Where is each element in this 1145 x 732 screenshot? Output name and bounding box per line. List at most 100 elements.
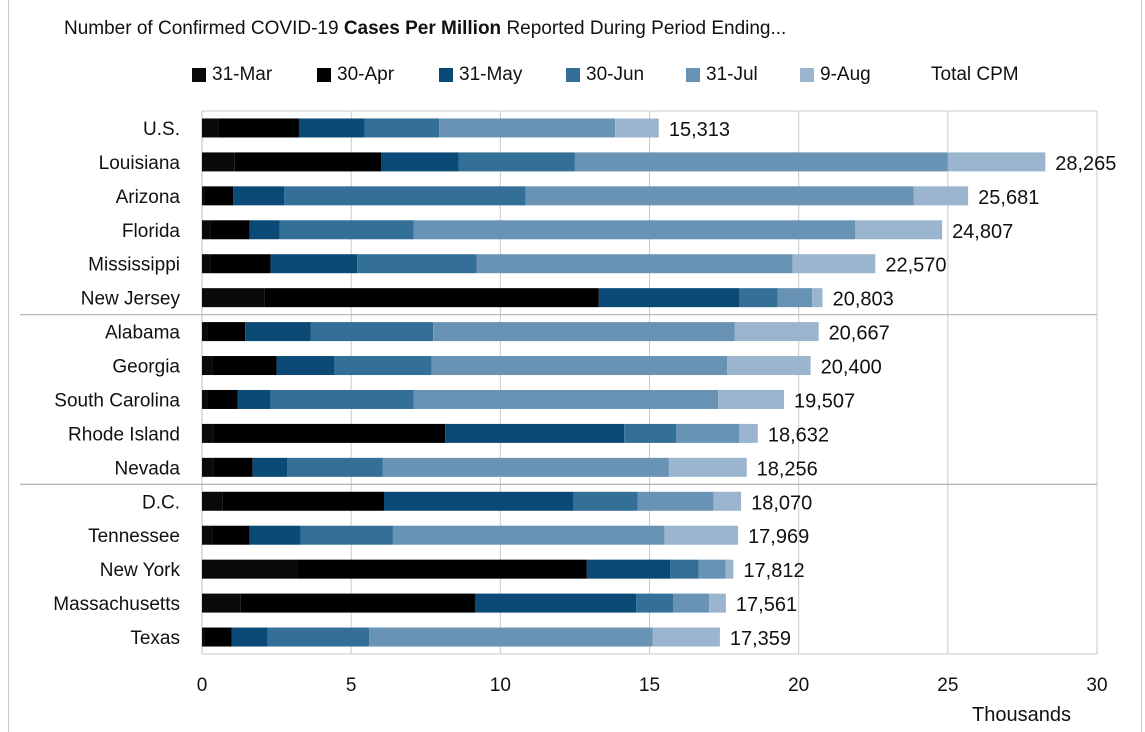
bar-9-aug [855, 220, 943, 240]
total-label: 17,812 [743, 560, 804, 582]
legend-label: 31-Jul [706, 64, 758, 85]
category-label: Florida [122, 221, 181, 242]
bar-31-may [233, 186, 285, 206]
bar-9-aug [713, 491, 742, 511]
legend-swatch [317, 68, 331, 82]
bar-30-apr [222, 491, 384, 511]
bar-31-mar [202, 627, 205, 647]
total-label: 22,570 [885, 255, 946, 277]
total-label: 19,507 [794, 390, 855, 412]
category-label: U.S. [143, 119, 180, 140]
bar-30-jun [300, 525, 393, 545]
title-part-2: Reported During Period Ending... [501, 18, 787, 39]
bar-30-jun [573, 491, 638, 511]
bar-30-jun [739, 288, 778, 308]
bar-31-mar [202, 322, 208, 342]
total-label: 20,803 [833, 289, 894, 311]
bar-31-mar [202, 525, 213, 545]
bar-31-mar [202, 220, 211, 240]
bar-30-apr [207, 322, 246, 342]
bar-30-apr [207, 389, 238, 409]
bar-31-may [276, 356, 335, 376]
bar-30-jun [364, 118, 440, 138]
total-label: 17,359 [730, 628, 791, 650]
bar-30-apr [204, 627, 232, 647]
legend-swatch [800, 68, 814, 82]
bar-31-jul [413, 220, 856, 240]
legend-label: 31-May [459, 64, 523, 85]
bar-9-aug [739, 423, 758, 443]
total-label: 20,400 [821, 357, 882, 379]
title-part-1: Cases Per Million [343, 18, 502, 39]
bar-30-jun [670, 559, 699, 579]
bar-30-apr [210, 254, 271, 274]
x-tick-label: 0 [197, 675, 208, 696]
total-label: 20,667 [829, 323, 890, 345]
category-label: Louisiana [99, 153, 181, 174]
chart-frame [8, 0, 1142, 732]
x-unit-label: Thousands [972, 704, 1071, 726]
bar-31-may [474, 593, 637, 613]
legend-label: 9-Aug [820, 64, 871, 85]
bar-30-jun [357, 254, 477, 274]
total-label: 18,632 [768, 424, 829, 446]
bar-31-jul [431, 356, 728, 376]
bar-31-may [445, 423, 625, 443]
total-label: 17,561 [736, 594, 797, 616]
bar-31-jul [439, 118, 616, 138]
bar-31-may [252, 457, 288, 477]
legend-label: 30-Apr [337, 64, 395, 85]
bar-30-jun [310, 322, 434, 342]
total-label: 18,070 [751, 492, 812, 514]
bar-31-may [586, 559, 671, 579]
bar-30-apr [218, 118, 299, 138]
bar-31-mar [202, 593, 241, 613]
category-label: Georgia [112, 357, 180, 378]
bar-31-mar [202, 457, 214, 477]
bar-31-mar [202, 254, 211, 274]
legend-total-cpm: Total CPM [931, 64, 1019, 85]
total-label: 18,256 [757, 458, 818, 480]
category-label: Massachusetts [53, 594, 180, 615]
bar-31-mar [202, 152, 235, 172]
bar-9-aug [812, 288, 823, 308]
total-label: 24,807 [952, 221, 1013, 243]
bar-9-aug [718, 389, 785, 409]
bar-30-apr [212, 356, 277, 376]
bar-31-may [383, 491, 574, 511]
total-label: 17,969 [748, 526, 809, 548]
bar-31-may [598, 288, 739, 308]
bar-30-jun [270, 389, 414, 409]
bar-9-aug [668, 457, 747, 477]
legend-swatch [686, 68, 700, 82]
category-label: New York [100, 560, 181, 581]
legend-item-31-mar: 31-Mar [192, 64, 272, 86]
x-tick-label: 5 [346, 675, 357, 696]
bar-31-may [381, 152, 459, 172]
category-label: D.C. [142, 492, 180, 513]
category-label: Texas [130, 628, 180, 649]
bar-31-may [298, 118, 365, 138]
category-label: Alabama [105, 323, 180, 344]
category-label: South Carolina [54, 390, 180, 411]
legend-item-30-apr: 30-Apr [317, 64, 394, 86]
bar-31-jul [369, 627, 653, 647]
bar-30-jun [279, 220, 414, 240]
bar-31-jul [676, 423, 739, 443]
bar-31-may [237, 389, 271, 409]
bar-30-apr [234, 152, 381, 172]
bar-9-aug [664, 525, 739, 545]
x-tick-label: 20 [788, 675, 809, 696]
bar-31-mar [202, 118, 219, 138]
bar-30-jun [458, 152, 575, 172]
bar-31-jul [476, 254, 793, 274]
bar-30-apr [204, 186, 234, 206]
bar-9-aug [709, 593, 726, 613]
bar-9-aug [734, 322, 819, 342]
legend-item-31-jul: 31-Jul [686, 64, 758, 86]
bar-31-jul [637, 491, 714, 511]
legend-label: 30-Jun [586, 64, 645, 85]
legend-item-9-aug: 9-Aug [800, 64, 871, 86]
bar-9-aug [725, 559, 734, 579]
